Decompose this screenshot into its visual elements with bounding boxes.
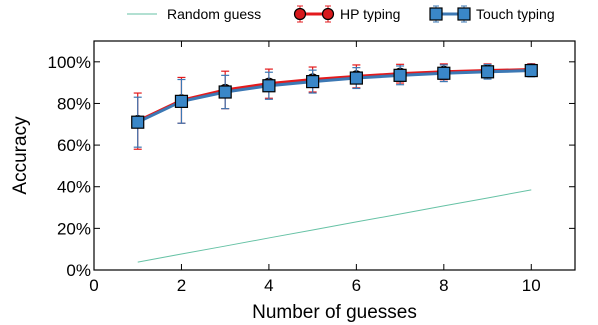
touch-typing-point [480,65,495,79]
touch-typing-point [524,63,538,78]
legend: Random guess HP typing Touch typing [127,5,555,23]
legend-marker-touch-typing [429,7,443,21]
touch-typing-point [262,79,276,93]
touch-typing-point [306,74,320,89]
x-axis-title: Number of guesses [252,302,417,323]
random-guess-line [137,189,532,263]
y-tick-label: 0% [66,261,91,280]
axis-ticks: 0 2 4 6 8 100%20%40%60%80%100% [48,41,575,295]
hp-typing-line [137,68,532,123]
x-tick-label: 2 [177,276,186,295]
y-tick-label: 60% [57,136,91,155]
legend-marker-hp-typing [293,7,307,21]
x-tick-label: 0 [89,276,98,295]
legend-label-touch-typing: Touch typing [476,6,555,22]
y-tick-label: 80% [57,94,91,113]
legend-marker-hp-typing [321,7,335,21]
touch-typing-point [437,66,451,80]
legend-label-hp-typing: HP typing [340,6,400,22]
touch-typing-point [393,68,407,82]
x-tick-label: 10 [522,276,541,295]
plot-area-frame [93,40,576,271]
y-axis-title: Accuracy [10,116,31,195]
touch-typing-point [349,71,363,85]
touch-typing-point [218,85,232,99]
touch-typing-point [131,115,145,129]
y-tick-label: 20% [57,219,91,238]
x-tick-label: 6 [352,276,361,295]
legend-label-random-guess: Random guess [167,6,261,22]
legend-marker-touch-typing [457,7,471,21]
touch-typing-line [137,69,532,124]
y-tick-label: 40% [57,178,91,197]
plot-series [131,63,538,263]
x-tick-label: 4 [264,276,273,295]
x-tick-label: 8 [439,276,448,295]
touch-typing-point [174,94,189,108]
y-tick-label: 100% [48,53,91,72]
